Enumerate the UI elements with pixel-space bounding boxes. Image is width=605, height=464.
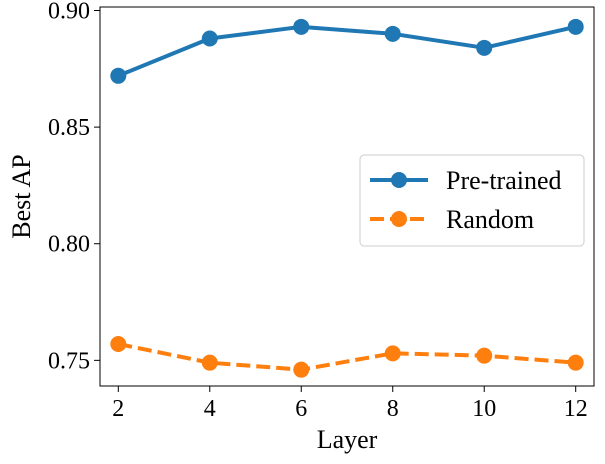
series-line-pre-trained [117,24,577,78]
y-tick-label-0-75: 0.75 [48,348,90,374]
data-point-pre-trained-layer-6 [293,18,310,35]
data-point-pre-trained-layer-12 [567,18,584,35]
y-tick-label-0-90: 0.90 [48,0,90,24]
data-point-pre-trained-layer-4 [201,30,218,47]
series-layer [110,18,584,378]
data-point-random-layer-2 [110,336,127,353]
x-tick-label-8: 8 [387,396,399,422]
series-line-random [117,342,576,372]
data-point-random-layer-8 [384,345,401,362]
legend-box [359,154,585,247]
data-point-random-layer-6 [293,361,310,378]
x-tick-label-6: 6 [295,396,307,422]
data-point-random-layer-10 [476,347,493,364]
legend-marker-random [391,211,407,227]
legend-label-pre-trained: Pre-trained [446,166,562,195]
data-point-pre-trained-layer-2 [110,67,127,84]
x-tick-label-12: 12 [564,396,588,422]
data-point-pre-trained-layer-10 [476,39,493,56]
data-point-random-layer-12 [567,354,584,371]
legend-marker-pre-trained [391,172,407,188]
x-tick-label-10: 10 [472,396,496,422]
y-tick-label-0-85: 0.85 [48,115,90,141]
data-point-pre-trained-layer-8 [384,25,401,42]
y-axis-label: Best AP [7,154,36,239]
plot-frame [99,6,595,387]
x-tick-label-2: 2 [112,396,124,422]
x-axis-ticks: 2 4 6 8 10 12 [112,386,588,422]
x-tick-label-4: 4 [204,396,216,422]
series-random [110,336,584,378]
series-pre-trained [110,18,584,84]
legend: Pre-trained Random [359,154,585,247]
y-tick-label-0-80: 0.80 [48,232,90,258]
data-point-random-layer-4 [201,354,218,371]
x-axis-label: Layer [317,425,378,454]
legend-label-random: Random [446,205,534,234]
y-axis-ticks: 0.75 0.80 0.85 0.90 [48,0,100,374]
